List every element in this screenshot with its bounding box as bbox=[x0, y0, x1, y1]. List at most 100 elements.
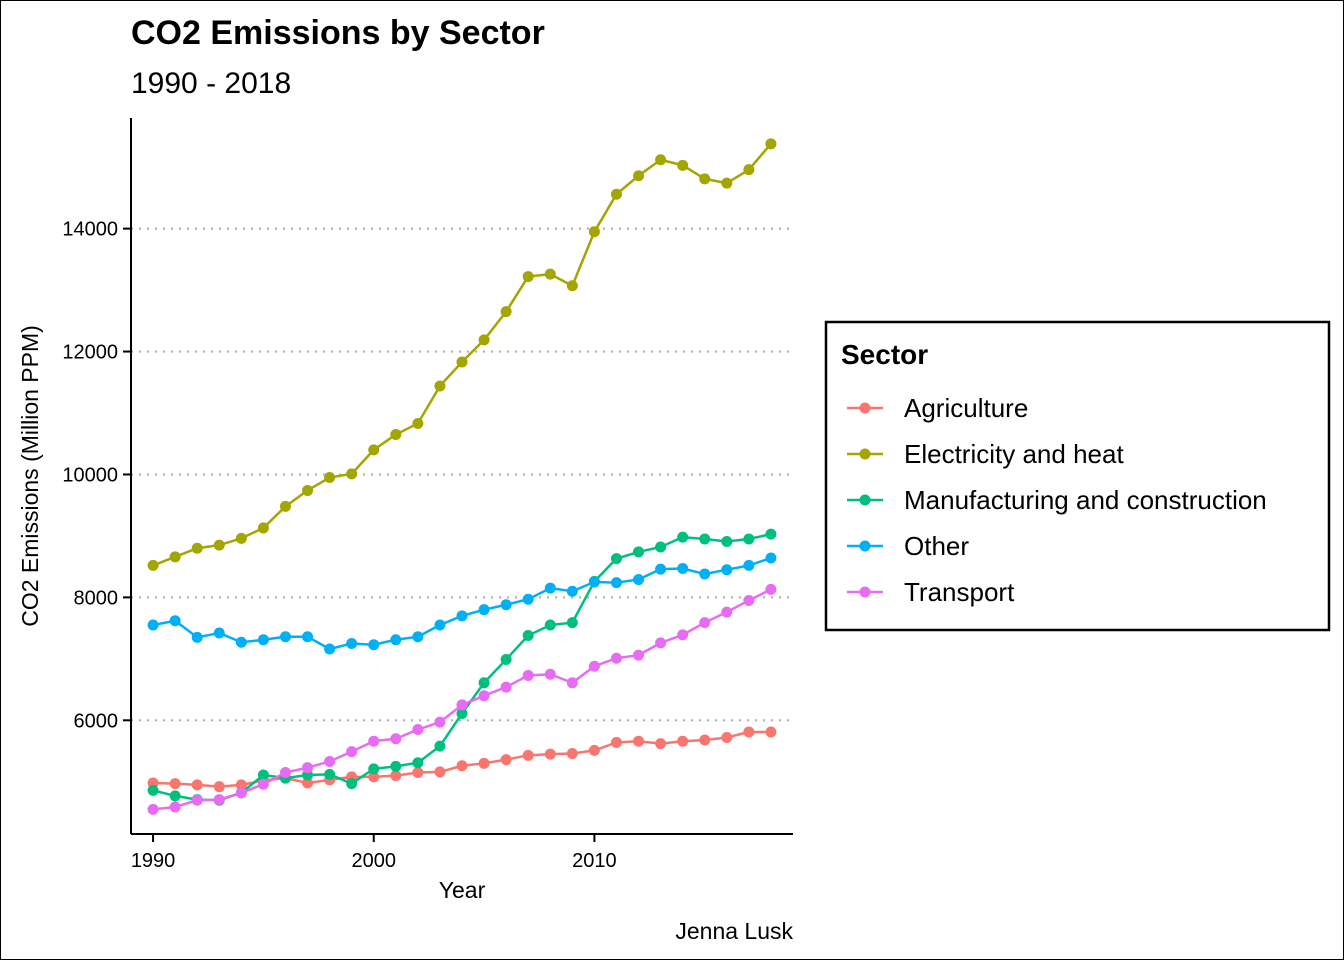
x-tick-label-1990: 1990 bbox=[131, 850, 176, 872]
point-other-2005 bbox=[478, 604, 490, 616]
point-transport-1990 bbox=[147, 803, 159, 815]
point-manufacturing-and-construction-2001 bbox=[390, 760, 402, 772]
point-agriculture-1994 bbox=[235, 779, 247, 791]
y-tick-label-14000: 14000 bbox=[62, 219, 118, 241]
point-electricity-and-heat-2001 bbox=[390, 429, 402, 441]
point-manufacturing-and-construction-2018 bbox=[765, 528, 777, 540]
point-electricity-and-heat-1996 bbox=[279, 500, 291, 512]
point-manufacturing-and-construction-2011 bbox=[610, 553, 622, 565]
point-agriculture-2007 bbox=[522, 749, 534, 761]
legend-label-transport: Transport bbox=[904, 577, 1015, 607]
point-other-1990 bbox=[147, 619, 159, 631]
point-agriculture-2012 bbox=[633, 735, 645, 747]
point-transport-1998 bbox=[324, 755, 336, 767]
point-other-2002 bbox=[412, 631, 424, 643]
point-electricity-and-heat-1997 bbox=[302, 484, 314, 496]
y-tick-label-8000: 8000 bbox=[74, 587, 119, 609]
point-agriculture-2010 bbox=[588, 744, 600, 756]
point-manufacturing-and-construction-2012 bbox=[633, 546, 645, 558]
point-other-2000 bbox=[368, 639, 380, 651]
point-other-2010 bbox=[588, 576, 600, 588]
point-transport-2011 bbox=[610, 652, 622, 664]
point-transport-2006 bbox=[500, 681, 512, 693]
point-transport-2015 bbox=[699, 617, 711, 629]
point-agriculture-2011 bbox=[610, 736, 622, 748]
point-manufacturing-and-construction-2002 bbox=[412, 757, 424, 769]
point-electricity-and-heat-2005 bbox=[478, 334, 490, 346]
point-manufacturing-and-construction-2000 bbox=[368, 763, 380, 775]
point-agriculture-2017 bbox=[743, 726, 755, 738]
point-other-1993 bbox=[213, 627, 225, 639]
point-electricity-and-heat-2004 bbox=[456, 356, 468, 368]
point-manufacturing-and-construction-2003 bbox=[434, 740, 446, 752]
point-manufacturing-and-construction-2013 bbox=[655, 541, 667, 553]
point-transport-2005 bbox=[478, 690, 490, 702]
point-electricity-and-heat-2007 bbox=[522, 271, 534, 283]
point-electricity-and-heat-2016 bbox=[721, 177, 733, 189]
x-tick-label-2000: 2000 bbox=[351, 850, 396, 872]
point-other-2015 bbox=[699, 568, 711, 580]
point-agriculture-2008 bbox=[544, 748, 556, 760]
point-transport-2002 bbox=[412, 724, 424, 736]
point-manufacturing-and-construction-1999 bbox=[346, 778, 358, 790]
point-other-2011 bbox=[610, 577, 622, 589]
point-agriculture-2004 bbox=[456, 760, 468, 772]
legend-key-point-electricity-and-heat bbox=[859, 448, 871, 460]
point-electricity-and-heat-1992 bbox=[191, 542, 203, 554]
point-agriculture-2006 bbox=[500, 754, 512, 766]
point-manufacturing-and-construction-2007 bbox=[522, 629, 534, 641]
point-electricity-and-heat-1994 bbox=[235, 532, 247, 544]
legend-label-other: Other bbox=[904, 531, 969, 561]
point-transport-2016 bbox=[721, 606, 733, 618]
point-other-1994 bbox=[235, 636, 247, 648]
point-other-2016 bbox=[721, 564, 733, 576]
plot-series bbox=[147, 138, 777, 815]
x-tick-label-2010: 2010 bbox=[572, 850, 617, 872]
point-electricity-and-heat-1998 bbox=[324, 472, 336, 484]
x-axis-ticks: 1990 2000 2010 bbox=[131, 834, 617, 872]
point-agriculture-2018 bbox=[765, 726, 777, 738]
point-other-2014 bbox=[677, 562, 689, 574]
gridlines bbox=[131, 227, 793, 722]
point-transport-2012 bbox=[633, 649, 645, 661]
point-other-2017 bbox=[743, 559, 755, 571]
legend-label-electricity-and-heat: Electricity and heat bbox=[904, 439, 1124, 469]
legend-label-manufacturing-and-construction: Manufacturing and construction bbox=[904, 485, 1267, 515]
point-electricity-and-heat-2014 bbox=[677, 159, 689, 171]
point-electricity-and-heat-1995 bbox=[257, 522, 269, 534]
point-transport-1999 bbox=[346, 746, 358, 758]
point-electricity-and-heat-1999 bbox=[346, 468, 358, 480]
point-electricity-and-heat-2009 bbox=[566, 280, 578, 292]
point-manufacturing-and-construction-2015 bbox=[699, 533, 711, 545]
point-electricity-and-heat-2012 bbox=[633, 170, 645, 182]
point-transport-2017 bbox=[743, 594, 755, 606]
chart-title: CO2 Emissions by Sector bbox=[131, 14, 545, 52]
point-agriculture-2016 bbox=[721, 732, 733, 744]
legend-key-point-manufacturing-and-construction bbox=[859, 494, 871, 506]
point-other-2006 bbox=[500, 599, 512, 611]
legend-box bbox=[824, 320, 1331, 632]
point-transport-1996 bbox=[279, 767, 291, 779]
point-other-2013 bbox=[655, 563, 667, 575]
point-transport-2000 bbox=[368, 735, 380, 747]
point-electricity-and-heat-2018 bbox=[765, 138, 777, 150]
series-line-transport bbox=[152, 588, 772, 811]
point-electricity-and-heat-2003 bbox=[434, 380, 446, 392]
point-electricity-and-heat-2008 bbox=[544, 268, 556, 280]
point-agriculture-1997 bbox=[302, 777, 314, 789]
point-other-2001 bbox=[390, 634, 402, 646]
point-agriculture-2003 bbox=[434, 766, 446, 778]
legend-key-point-other bbox=[859, 540, 871, 552]
point-electricity-and-heat-2002 bbox=[412, 417, 424, 429]
point-manufacturing-and-construction-2004 bbox=[456, 708, 468, 720]
point-manufacturing-and-construction-1995 bbox=[257, 769, 269, 781]
legend-key-point-agriculture bbox=[859, 402, 871, 414]
point-manufacturing-and-construction-1998 bbox=[324, 768, 336, 780]
point-manufacturing-and-construction-2005 bbox=[478, 677, 490, 689]
point-electricity-and-heat-2010 bbox=[588, 226, 600, 238]
legend: Sector Agriculture Electricity and heat Ma… bbox=[824, 320, 1331, 632]
legend-items: Agriculture Electricity and heat Manufactu… bbox=[847, 393, 1267, 607]
point-transport-2003 bbox=[434, 716, 446, 728]
point-agriculture-2000 bbox=[368, 771, 380, 783]
